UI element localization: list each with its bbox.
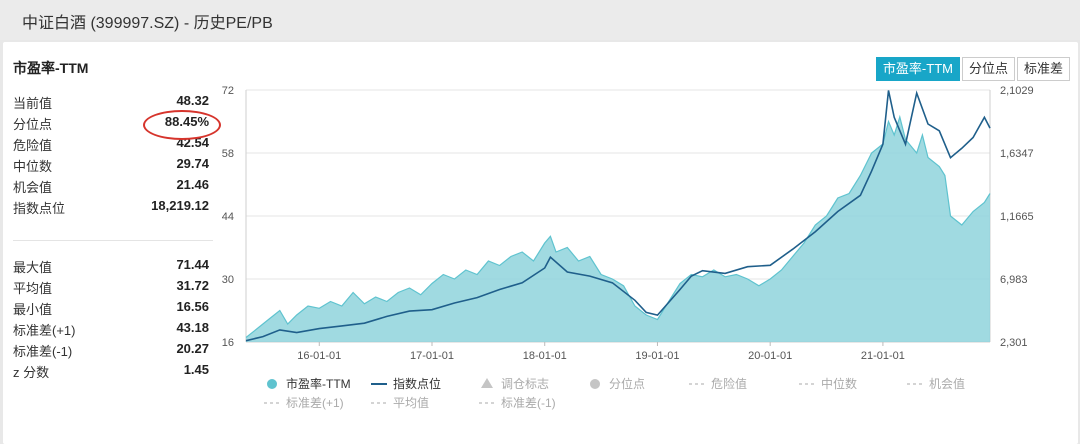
tab-pe-ttm[interactable]: 市盈率-TTM: [875, 57, 960, 81]
stats-divider: [13, 240, 213, 241]
page-title: 中证白酒 (399997.SZ) - 历史PE/PB: [22, 15, 273, 32]
stat-label: 中位数: [13, 159, 53, 174]
title-bar: 中证白酒 (399997.SZ) - 历史PE/PB: [0, 0, 1080, 40]
stat-row-std-plus: 标准差(+1) 43.18: [13, 317, 211, 339]
stat-row-median: 中位数 29.74: [13, 153, 211, 175]
y-right-tick-label: 2,1029: [1000, 85, 1034, 97]
percentile-highlight-ring: [143, 110, 221, 140]
stat-label: 平均值: [13, 281, 53, 296]
stat-label: z 分数: [13, 365, 50, 380]
legend-marker: [267, 379, 277, 389]
legend-label: 调仓标志: [501, 377, 549, 391]
x-tick-label: 19-01-01: [635, 350, 679, 362]
x-tick-label: 20-01-01: [748, 350, 792, 362]
legend-label: 危险值: [711, 376, 747, 391]
stat-row-max: 最大值 71.44: [13, 254, 211, 276]
legend-label: 机会值: [929, 376, 965, 391]
stat-row-danger: 危险值 42.54: [13, 132, 211, 154]
stat-value: 18,219.12: [151, 198, 209, 213]
legend-marker: [481, 378, 493, 388]
x-tick-label: 18-01-01: [523, 350, 567, 362]
y-right-tick-label: 1,6347: [1000, 148, 1034, 160]
stat-label: 当前值: [13, 96, 53, 111]
stat-value: 20.27: [176, 341, 209, 356]
stat-value: 48.32: [176, 93, 209, 108]
pe-ttm-line: [245, 114, 991, 338]
legend-label: 平均值: [393, 395, 429, 410]
pe-ttm-area: [246, 117, 990, 342]
stat-row-index-level: 指数点位 18,219.12: [13, 195, 211, 217]
y-right-tick-label: 1,1665: [1000, 211, 1034, 223]
metric-tabs: 市盈率-TTM 分位点 标准差: [874, 57, 1070, 81]
stat-label: 危险值: [13, 138, 53, 153]
y-left-tick-label: 30: [222, 274, 234, 286]
tab-std-dev[interactable]: 标准差: [1016, 57, 1070, 81]
legend-label: 指数点位: [393, 376, 441, 391]
stat-value: 71.44: [176, 257, 209, 272]
legend-label: 中位数: [821, 376, 857, 391]
stat-label: 标准差(-1): [13, 344, 73, 359]
stat-label: 指数点位: [13, 201, 66, 216]
stat-value: 1.45: [183, 362, 209, 377]
valuation-card: 市盈率-TTM 当前值 48.32 分位点 88.45% 危险值 42.54 中…: [3, 42, 1078, 444]
y-right-tick-label: 6,983: [1000, 274, 1028, 286]
x-tick-label: 16-01-01: [297, 350, 341, 362]
y-left-tick-label: 58: [222, 148, 234, 160]
stat-row-opportunity: 机会值 21.46: [13, 174, 211, 196]
legend-label: 分位点: [609, 376, 645, 391]
tab-percentile[interactable]: 分位点: [961, 57, 1015, 81]
stat-row-mean: 平均值 31.72: [13, 275, 211, 297]
index-level-line: [245, 90, 991, 342]
stat-label: 机会值: [13, 180, 53, 195]
stat-row-min: 最小值 16.56: [13, 296, 211, 318]
stat-row-z-score: z 分数 1.45: [13, 359, 211, 381]
section-title: 市盈率-TTM: [13, 60, 89, 76]
y-right-tick-label: 2,301: [1000, 337, 1028, 349]
stat-row-std-minus: 标准差(-1) 20.27: [13, 338, 211, 360]
legend-label: 标准差(+1): [286, 396, 344, 410]
legend-label: 标准差(-1): [501, 396, 556, 410]
y-left-tick-label: 44: [222, 211, 234, 223]
y-left-tick-label: 16: [222, 337, 234, 349]
x-tick-label: 21-01-01: [861, 350, 905, 362]
y-left-tick-label: 72: [222, 85, 234, 97]
stat-label: 最大值: [13, 260, 53, 275]
x-tick-label: 17-01-01: [410, 350, 454, 362]
stat-value: 43.18: [176, 320, 209, 335]
stat-value: 21.46: [176, 177, 209, 192]
stat-row-current: 当前值 48.32: [13, 90, 211, 112]
stat-value: 29.74: [176, 156, 209, 171]
stat-value: 16.56: [176, 299, 209, 314]
legend-label: 市盈率-TTM: [286, 376, 351, 391]
stat-label: 分位点: [13, 117, 53, 132]
stat-label: 标准差(+1): [13, 323, 76, 338]
stat-value: 31.72: [176, 278, 209, 293]
pe-chart: 16 30 44 58 72 2,301 6,983 1,1665 1,6347 2,1029 16…: [222, 85, 1034, 410]
stat-label: 最小值: [13, 302, 53, 317]
legend-marker: [590, 379, 600, 389]
